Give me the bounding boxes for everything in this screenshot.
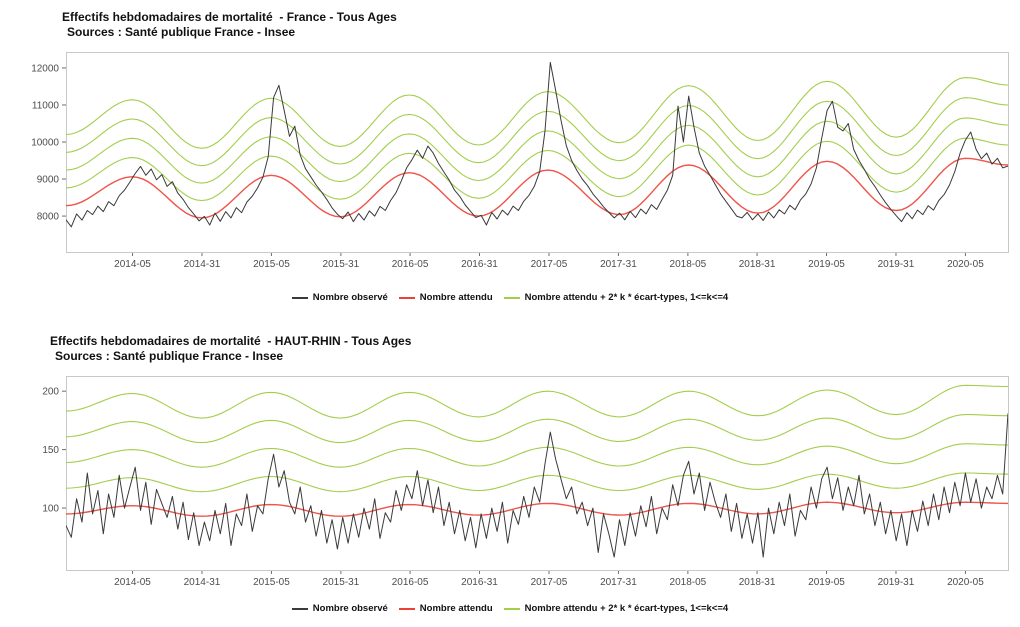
svg-text:2019-31: 2019-31 [878, 577, 915, 588]
legend-label-observed: Nombre observé [312, 292, 388, 303]
svg-text:2017-05: 2017-05 [531, 259, 568, 270]
svg-text:11000: 11000 [32, 100, 60, 111]
chart-subtitle-hautrhin: Sources : Santé publique France - Insee [55, 349, 284, 363]
svg-text:2017-05: 2017-05 [531, 577, 568, 588]
svg-text:2015-05: 2015-05 [253, 259, 290, 270]
svg-text:2016-05: 2016-05 [392, 577, 429, 588]
legend-label-bands: Nombre attendu + 2* k * écart-types, 1<=… [524, 603, 729, 614]
svg-text:100: 100 [42, 504, 59, 515]
legend-item-bands: Nombre attendu + 2* k * écart-types, 1<=… [503, 603, 729, 614]
svg-text:2020-05: 2020-05 [947, 577, 984, 588]
svg-text:2015-31: 2015-31 [323, 577, 360, 588]
france-plot: 8000 9000 10000 11000 12000 2014-05 2014-31 201… [31, 52, 1009, 270]
legend-item-bands: Nombre attendu + 2* k * écart-types, 1<=… [503, 292, 729, 303]
svg-text:12000: 12000 [31, 63, 59, 74]
svg-text:2020-05: 2020-05 [947, 259, 984, 270]
legend-item-observed: Nombre observé [291, 292, 388, 303]
svg-text:8000: 8000 [37, 212, 60, 223]
legend-line-observed-icon [291, 296, 308, 299]
legend-label-bands: Nombre attendu + 2* k * écart-types, 1<=… [524, 292, 729, 303]
legend-line-bands-icon [503, 296, 520, 299]
svg-text:2016-31: 2016-31 [461, 259, 498, 270]
legend-label-observed: Nombre observé [312, 603, 388, 614]
svg-text:9000: 9000 [37, 175, 60, 186]
legend-line-bands-icon [503, 607, 520, 610]
legend-line-observed-icon [291, 607, 308, 610]
svg-text:2018-05: 2018-05 [670, 259, 707, 270]
svg-text:200: 200 [42, 387, 59, 398]
svg-text:2016-05: 2016-05 [392, 259, 429, 270]
svg-text:2017-31: 2017-31 [600, 259, 637, 270]
svg-text:2018-05: 2018-05 [670, 577, 707, 588]
svg-text:2015-31: 2015-31 [323, 259, 360, 270]
svg-text:2014-05: 2014-05 [114, 259, 151, 270]
legend-line-expected-icon [398, 607, 415, 610]
france-title-block: Effectifs hebdomadaires de mortalité - F… [62, 10, 397, 40]
svg-text:10000: 10000 [31, 138, 59, 149]
legend-line-expected-icon [398, 296, 415, 299]
svg-text:2017-31: 2017-31 [600, 577, 637, 588]
legend-france: Nombre observé Nombre attendu Nombre att… [0, 292, 1020, 303]
chart-subtitle-france: Sources : Santé publique France - Insee [67, 25, 296, 39]
svg-text:2019-31: 2019-31 [878, 259, 915, 270]
svg-text:2015-05: 2015-05 [253, 577, 290, 588]
svg-text:2016-31: 2016-31 [461, 577, 498, 588]
svg-text:2018-31: 2018-31 [739, 577, 776, 588]
legend-item-expected: Nombre attendu [398, 603, 493, 614]
legend-item-observed: Nombre observé [291, 603, 388, 614]
hautrhin-plot: 100 150 200 2014-05 2014-31 2015-05 2015-31 201… [42, 376, 1009, 588]
svg-text:2014-31: 2014-31 [184, 577, 221, 588]
svg-text:2019-05: 2019-05 [808, 577, 845, 588]
legend-label-expected: Nombre attendu [419, 603, 493, 614]
legend-hautrhin: Nombre observé Nombre attendu Nombre att… [0, 603, 1020, 614]
chart-title-france: Effectifs hebdomadaires de mortalité - F… [62, 10, 397, 24]
hautrhin-title-block: Effectifs hebdomadaires de mortalité - H… [50, 334, 411, 364]
svg-text:2019-05: 2019-05 [808, 259, 845, 270]
svg-text:2014-05: 2014-05 [114, 577, 151, 588]
legend-label-expected: Nombre attendu [419, 292, 493, 303]
svg-text:150: 150 [42, 445, 59, 456]
legend-item-expected: Nombre attendu [398, 292, 493, 303]
chart-title-hautrhin: Effectifs hebdomadaires de mortalité - H… [50, 334, 412, 348]
svg-text:2014-31: 2014-31 [184, 259, 221, 270]
svg-text:2018-31: 2018-31 [739, 259, 776, 270]
